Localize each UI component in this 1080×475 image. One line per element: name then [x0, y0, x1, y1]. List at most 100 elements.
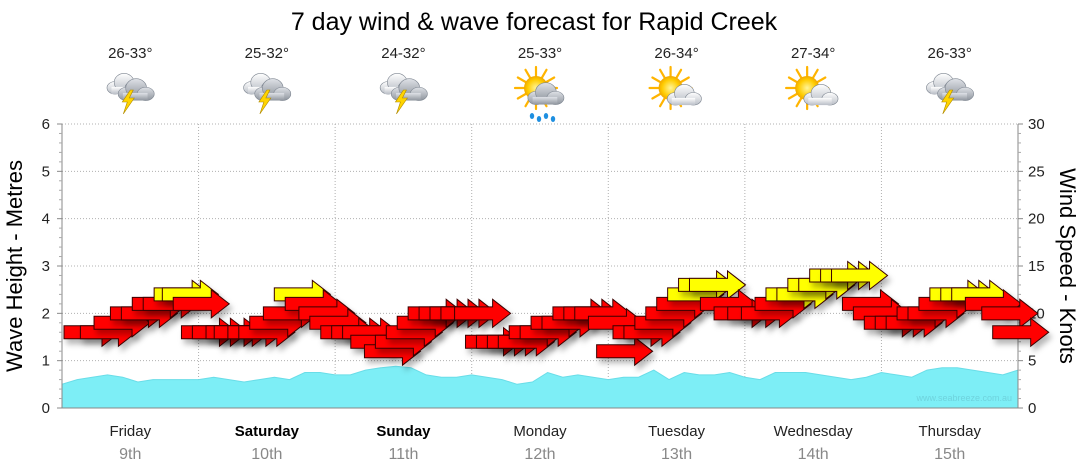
sun-rain-icon: [513, 65, 565, 122]
wind-arrow: [172, 288, 231, 319]
sun-ray: [540, 68, 548, 79]
cloud-base: [671, 97, 696, 106]
front-cloud: [937, 78, 974, 101]
day-name: Friday: [109, 423, 151, 440]
day-date: 14th: [798, 446, 829, 463]
rain-cloud: [527, 82, 565, 105]
temperature-range: 26-34°: [654, 45, 698, 62]
cloud-base: [396, 92, 421, 101]
left-tick-label: 0: [42, 400, 50, 417]
left-tick-label: 3: [42, 258, 50, 275]
left-tick-label: 6: [42, 116, 50, 133]
right-tick-label: 20: [1028, 211, 1045, 228]
temperature-range: 26-33°: [928, 45, 972, 62]
temperature-range: 24-32°: [381, 45, 425, 62]
sun-ray: [787, 92, 798, 100]
left-axis-title: Wave Height - Metres: [2, 160, 27, 372]
right-tick-label: 0: [1028, 400, 1036, 417]
sun-ray: [524, 68, 532, 79]
cloud-base: [122, 92, 148, 101]
wave-height-area: [61, 365, 1019, 409]
right-tick-label: 30: [1028, 116, 1045, 133]
day-date: 15th: [934, 446, 965, 463]
day-column-tuesday: 26-34° Tuesday 13th: [648, 45, 705, 463]
right-axis-title: Wind Speed - Knots: [1055, 168, 1080, 364]
sun-ray: [658, 68, 666, 79]
lightning-bolt: [394, 89, 408, 115]
wind-arrow: [992, 317, 1050, 348]
sun-cloud-icon: [648, 65, 702, 111]
sun-ray: [516, 76, 527, 84]
chart-title: 7 day wind & wave forecast for Rapid Cre…: [291, 8, 778, 36]
sun-ray: [545, 76, 556, 84]
right-tick-label: 5: [1028, 353, 1036, 370]
grid-lines: [62, 123, 1018, 408]
day-date: 13th: [661, 446, 692, 463]
wind-arrow: [454, 298, 512, 329]
temperature-range: 27-34°: [791, 45, 835, 62]
day-date: 9th: [119, 446, 141, 463]
rain-drop: [543, 113, 549, 119]
storm-icon: [106, 73, 155, 115]
wave-area: [61, 365, 1019, 409]
sun-ray: [651, 92, 662, 100]
left-tick-label: 2: [42, 305, 50, 322]
storm-icon: [379, 73, 428, 115]
temperature-range: 26-33°: [108, 45, 152, 62]
cloud-base: [259, 92, 285, 101]
day-column-friday: 26-33° Friday 9th: [106, 45, 155, 463]
lightning-bolt: [258, 89, 272, 115]
day-name: Thursday: [918, 423, 981, 440]
sun-ray: [816, 76, 827, 84]
cloud: [666, 84, 702, 106]
wind-arrow: [596, 336, 654, 367]
cloud-base: [532, 96, 558, 105]
watermark: www.seabreeze.com.au: [915, 393, 1012, 403]
left-tick-label: 5: [42, 163, 50, 180]
wind-arrow: [981, 298, 1039, 329]
day-name: Wednesday: [774, 423, 853, 440]
temperature-range: 25-33°: [518, 45, 562, 62]
sun-cloud-icon: [785, 65, 839, 111]
day-columns: 26-33° Friday 9th 25-32° Saturday 10th 24-32° S…: [106, 45, 981, 463]
sun-ray: [651, 76, 662, 84]
rain-drop: [550, 116, 556, 122]
day-column-saturday: 25-32° Saturday 10th: [235, 45, 300, 463]
sun-ray: [795, 97, 803, 108]
storm-icon: [243, 73, 292, 115]
day-column-wednesday: 27-34° Wednesday 14th: [774, 45, 853, 463]
wind-arrow: [688, 269, 747, 300]
day-column-monday: 25-33° Monday 12th: [513, 45, 567, 463]
day-date: 11th: [388, 446, 418, 463]
left-tick-label: 4: [42, 211, 50, 228]
wind-arrow: [831, 260, 889, 291]
sun-ray: [795, 68, 803, 79]
sun-ray: [787, 76, 798, 84]
day-name: Monday: [513, 423, 567, 440]
day-name: Sunday: [376, 423, 431, 440]
right-tick-label: 25: [1028, 163, 1045, 180]
left-axis-ticks: 0 1 2 3 4 5 6: [42, 116, 62, 417]
day-column-sunday: 24-32° Sunday 11th: [376, 45, 431, 463]
day-date: 10th: [251, 446, 282, 463]
day-date: 12th: [524, 446, 555, 463]
lightning-bolt: [941, 89, 955, 115]
day-name: Saturday: [235, 423, 300, 440]
cloud-base: [942, 92, 968, 101]
sun-ray: [516, 92, 527, 100]
left-tick-label: 1: [42, 353, 50, 370]
right-tick-label: 15: [1028, 258, 1045, 275]
day-name: Tuesday: [648, 423, 705, 440]
storm-icon: [926, 73, 974, 115]
day-column-thursday: 26-33° Thursday 15th: [918, 45, 981, 463]
sun-ray: [812, 68, 819, 79]
wind-arrows: [63, 260, 1050, 367]
right-axis-ticks: 051015202530: [1018, 116, 1045, 417]
rain-drop: [536, 116, 542, 122]
rain-drop: [529, 113, 535, 119]
sun-ray: [675, 68, 683, 79]
sun-ray: [658, 97, 666, 108]
temperature-range: 25-32°: [245, 45, 289, 62]
cloud: [803, 84, 839, 106]
